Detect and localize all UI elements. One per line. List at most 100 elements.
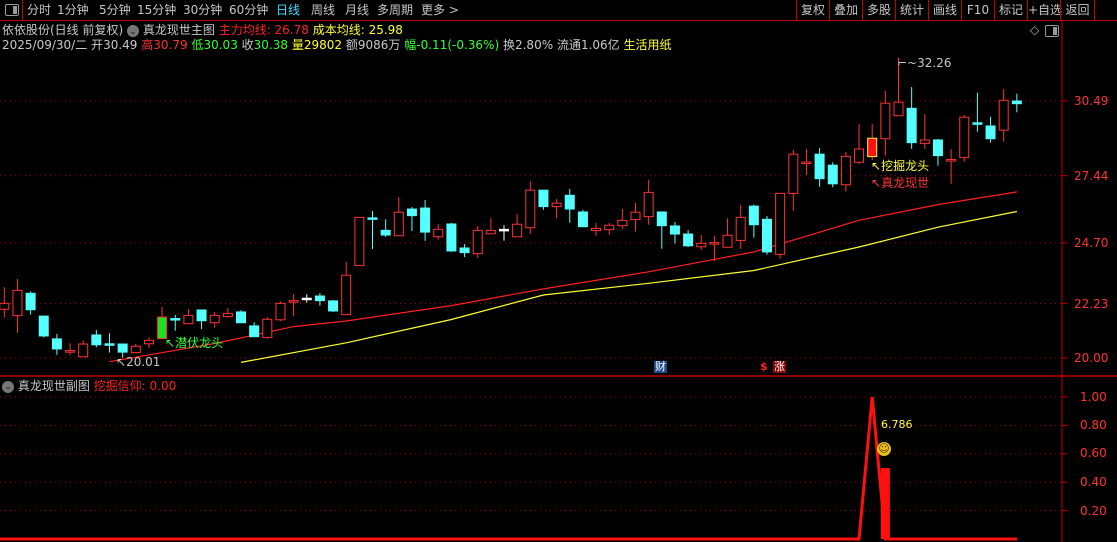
candle-body <box>65 350 76 353</box>
period-tab-weekly[interactable]: 周线 <box>311 3 336 17</box>
candle <box>591 223 602 236</box>
sub-tick: 0.80 <box>1080 418 1107 432</box>
candle <box>354 216 365 267</box>
candle <box>959 114 970 162</box>
candle-body <box>683 233 694 247</box>
candle-body <box>157 316 168 340</box>
price-tick: 27.44 <box>1074 169 1109 183</box>
float-cap-value: 流通1.06亿 <box>556 38 620 52</box>
candle <box>656 211 667 249</box>
indicator-dropdown-icon[interactable]: ⌄ <box>127 24 140 37</box>
multi-stock-button[interactable]: 多股 <box>862 0 895 20</box>
add-watchlist-button[interactable]: +自选 <box>1027 0 1062 20</box>
candle-body <box>722 234 733 248</box>
main-indicator-name[interactable]: 真龙现世主图 <box>142 23 215 37</box>
period-tab-60min[interactable]: 60分钟 <box>229 3 269 17</box>
candle-body <box>893 101 904 117</box>
candle-body <box>709 242 720 245</box>
candle-body <box>170 318 181 321</box>
statistics-button[interactable]: 统计 <box>895 0 928 20</box>
candle-body <box>827 164 838 185</box>
dollar-badge[interactable]: $ <box>760 360 768 373</box>
high-price-value: 32.26 <box>917 56 952 70</box>
candle <box>801 149 812 175</box>
f10-button[interactable]: F10 <box>961 0 994 20</box>
candle <box>696 235 707 250</box>
stock-title: 依依股份(日线 前复权) <box>2 23 124 37</box>
candle-body <box>946 159 957 162</box>
back-button[interactable]: 返回 <box>1060 0 1095 20</box>
latent-dragon-signal: ↖潜伏龙头 <box>165 336 224 350</box>
finance-badge[interactable]: 财 <box>654 360 667 373</box>
restore-rights-button[interactable]: 复权 <box>796 0 829 20</box>
open-label: 开 <box>91 38 104 52</box>
candle-body <box>696 242 707 248</box>
quote-row: 2025/09/30/二 开30.49 高30.79 低30.03 收30.38… <box>2 38 672 52</box>
volume-value: 29802 <box>303 38 343 52</box>
period-tab-more[interactable]: 更多 > <box>421 3 459 17</box>
candle <box>880 90 891 156</box>
candle <box>735 204 746 249</box>
sub-tick: 1.00 <box>1080 390 1107 404</box>
candle-body <box>275 302 286 321</box>
candle <box>525 181 536 235</box>
candle-body <box>117 343 128 353</box>
candle-body <box>12 289 23 317</box>
panel-toggle-icon[interactable] <box>1045 25 1059 37</box>
candle <box>854 124 865 164</box>
price-tick: 24.70 <box>1074 236 1109 250</box>
sub-tick: 0.20 <box>1080 504 1107 518</box>
candle <box>78 340 89 358</box>
candle-body <box>0 302 10 310</box>
candle-body <box>814 153 825 180</box>
overlay-button[interactable]: 叠加 <box>829 0 862 20</box>
period-tab-15min[interactable]: 15分钟 <box>137 3 177 17</box>
candle-body <box>499 228 509 232</box>
period-tab-1min[interactable]: 1分钟 <box>57 3 89 17</box>
period-tab-30min[interactable]: 30分钟 <box>183 3 223 17</box>
candle-body <box>867 137 878 158</box>
candle <box>249 322 260 338</box>
dig-dragon-signal: ↖挖掘龙头 <box>871 159 930 173</box>
sub-indicator-name[interactable]: 真龙现世副图 <box>17 379 90 393</box>
candle <box>170 314 181 331</box>
candle <box>604 223 615 235</box>
chart-title-row: 依依股份(日线 前复权) ⌄ 真龙现世主图 主力均线: 26.78 成本均线: … <box>2 23 403 37</box>
period-tab-5min[interactable]: 5分钟 <box>99 3 131 17</box>
candle-body <box>420 207 431 233</box>
sub-indicator-bar <box>880 468 890 539</box>
sector-link[interactable]: 生活用纸 <box>623 38 672 52</box>
candle-body <box>288 300 299 303</box>
price-tick: 30.49 <box>1074 94 1109 108</box>
open-value: 30.49 <box>103 38 138 52</box>
change-value: -0.11(-0.36%) <box>416 38 500 52</box>
period-tab-fenshi[interactable]: 分时 <box>27 3 52 17</box>
candle-body <box>762 218 772 253</box>
rise-badge[interactable]: 涨 <box>773 360 786 373</box>
candle <box>499 225 509 241</box>
panel-toggle-icon[interactable] <box>5 4 19 16</box>
candle <box>367 211 378 249</box>
period-tab-monthly[interactable]: 月线 <box>345 3 370 17</box>
period-tab-daily[interactable]: 日线 <box>276 3 301 17</box>
candle-body <box>328 300 339 312</box>
draw-line-button[interactable]: 画线 <box>928 0 961 20</box>
candle <box>722 218 733 248</box>
period-tab-multi[interactable]: 多周期 <box>377 3 414 17</box>
candle <box>827 162 838 188</box>
mark-button[interactable]: 标记 <box>994 0 1027 20</box>
candle-body <box>301 297 312 301</box>
candle <box>0 287 10 318</box>
candle <box>236 310 246 324</box>
candle <box>433 223 444 240</box>
sub-panel-header: ⌄ 真龙现世副图 挖掘信仰: 0.00 <box>2 379 176 393</box>
candle <box>65 343 76 355</box>
candle-body <box>919 139 930 144</box>
diamond-icon[interactable]: ◇ <box>1030 23 1040 37</box>
candle <box>314 293 325 306</box>
candle-body <box>1011 100 1022 105</box>
candle-body <box>591 227 602 232</box>
candle-body <box>880 102 891 140</box>
sub-indicator-dropdown-icon[interactable]: ⌄ <box>2 380 14 393</box>
